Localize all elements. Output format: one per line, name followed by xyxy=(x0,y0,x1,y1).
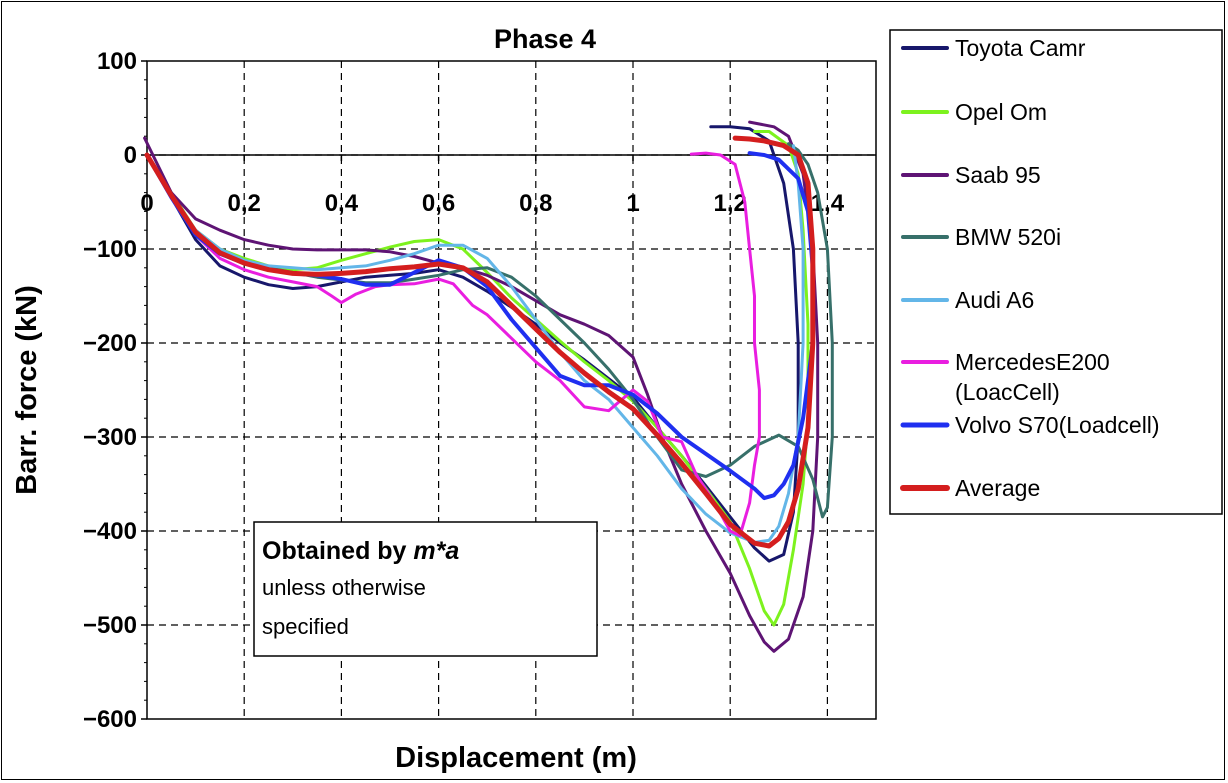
plot-area xyxy=(146,60,877,720)
annotation-line-1: Obtained by m*a xyxy=(262,537,459,565)
legend-items: Toyota Camr Opel Om Saab 95 BMW 520i Audi A6… xyxy=(900,35,1160,501)
legend-label: Audi A6 xyxy=(955,287,1034,313)
x-tick-label: 0,2 xyxy=(228,190,261,217)
legend-label: Opel Om xyxy=(955,99,1047,125)
legend-label: Average xyxy=(955,475,1040,501)
y-tick-labels: 100 0 −100 −200 −300 −400 −500 −600 xyxy=(83,48,137,733)
y-tick-label: −400 xyxy=(83,518,137,545)
annotation-emphasis: m*a xyxy=(413,537,459,565)
series-line-audi-a6 xyxy=(145,144,805,544)
legend-item: Saab 95 xyxy=(901,162,1041,188)
legend-label: Toyota Camr xyxy=(955,35,1086,61)
x-tick-label: 1,4 xyxy=(811,190,845,217)
legend-label-line: MercedesE200 xyxy=(955,349,1110,375)
y-tick-label: 100 xyxy=(97,48,137,75)
legend-label: Saab 95 xyxy=(955,162,1041,188)
legend-item: Toyota Camr xyxy=(901,35,1086,61)
legend-label: BMW 520i xyxy=(955,224,1061,250)
x-tick-label: 0 xyxy=(140,190,153,217)
annotation-prefix: Obtained by xyxy=(262,537,413,565)
y-tick-label: 0 xyxy=(124,142,137,169)
legend-label-line: (LoacCell) xyxy=(955,379,1060,405)
series-line-saab-95 xyxy=(143,120,820,653)
legend-item: Volvo S70(Loadcell) xyxy=(900,412,1160,438)
x-tick-label: 0,6 xyxy=(422,190,455,217)
legend-item: MercedesE200 (LoacCell) xyxy=(901,349,1110,405)
legend: Toyota Camr Opel Om Saab 95 BMW 520i Audi A6… xyxy=(889,29,1223,515)
series-layer xyxy=(143,120,834,653)
x-tick-label: 0,8 xyxy=(519,190,552,217)
annotation-line-3: specified xyxy=(262,614,349,639)
legend-label: Volvo S70(Loadcell) xyxy=(955,412,1160,438)
y-axis-title: Barr. force (kN) xyxy=(11,285,43,495)
x-tick-labels: 0 0,2 0,4 0,6 0,8 1 1,2 1,4 xyxy=(140,190,844,217)
y-tick-label: −300 xyxy=(83,424,137,451)
y-tick-label: −100 xyxy=(83,236,137,263)
annotation-box: Obtained by m*a unless otherwise specifi… xyxy=(253,521,598,657)
legend-box xyxy=(889,29,1223,515)
legend-label: MercedesE200 (LoacCell) xyxy=(955,349,1110,405)
y-tick-label: −600 xyxy=(83,706,137,733)
legend-item: Opel Om xyxy=(901,99,1047,125)
series-line-mercedese200-loaccell xyxy=(145,151,761,538)
legend-item: Audi A6 xyxy=(901,287,1034,313)
series-line-average xyxy=(144,135,816,549)
legend-item: BMW 520i xyxy=(901,224,1061,250)
y-tick-label: −200 xyxy=(83,330,137,357)
x-tick-label: 0,4 xyxy=(325,190,359,217)
legend-item: Average xyxy=(900,475,1040,501)
y-tick-label: −500 xyxy=(83,612,137,639)
chart-title: Phase 4 xyxy=(494,24,596,54)
annotation-line-2: unless otherwise xyxy=(262,575,426,600)
x-axis-title: Displacement (m) xyxy=(395,742,637,774)
x-tick-label: 1 xyxy=(626,190,639,217)
